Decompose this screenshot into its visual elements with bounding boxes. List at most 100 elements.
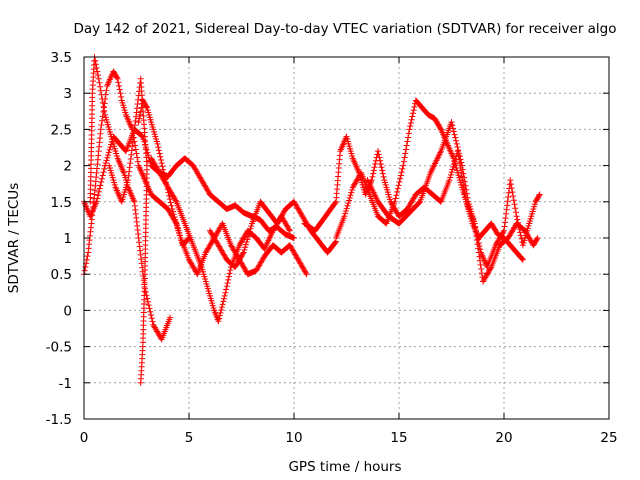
data-point [393, 192, 400, 199]
data-point [399, 165, 406, 172]
data-point [503, 206, 510, 213]
data-point [97, 87, 104, 94]
data-point [97, 182, 104, 189]
data-point [93, 198, 100, 205]
data-point [517, 229, 524, 236]
data-point [394, 188, 401, 195]
data-point [409, 113, 416, 120]
data-point [148, 312, 155, 319]
data-point [478, 266, 485, 273]
data-point [175, 227, 182, 234]
data-point [505, 189, 512, 196]
data-point [455, 147, 462, 154]
data-point [511, 201, 518, 208]
data-point [133, 109, 140, 116]
data-point [167, 314, 174, 321]
data-point [138, 260, 145, 267]
data-point [447, 174, 454, 181]
y-tick-label: 3.5 [51, 50, 72, 66]
data-point [379, 170, 386, 177]
data-point [130, 134, 137, 141]
data-point [463, 186, 470, 193]
data-point [519, 256, 526, 263]
x-tick-label: 15 [390, 430, 407, 446]
data-point [138, 104, 145, 111]
data-point [536, 192, 542, 199]
data-point [536, 191, 543, 198]
data-point [464, 194, 471, 201]
data-point [105, 152, 112, 159]
data-point [84, 253, 91, 260]
y-tick-label: -0.5 [46, 340, 72, 356]
data-point [81, 267, 88, 274]
data-point [504, 202, 511, 209]
data-point [457, 156, 464, 163]
data-point [398, 169, 405, 176]
data-point [171, 213, 178, 220]
data-point [118, 93, 125, 100]
data-point [395, 182, 402, 189]
data-point [104, 154, 111, 161]
data-point [116, 86, 123, 93]
data-point [392, 195, 399, 202]
series-track-10 [364, 119, 543, 270]
data-point [137, 379, 144, 386]
data-point [410, 110, 416, 117]
data-point [117, 90, 124, 97]
data-point [134, 154, 141, 161]
data-point [286, 227, 293, 234]
data-point [101, 165, 108, 172]
data-point [115, 79, 122, 86]
data-point [136, 239, 143, 246]
data-point [173, 221, 180, 228]
data-point [345, 200, 352, 207]
data-point [454, 143, 461, 150]
data-point [96, 185, 103, 192]
data-point [487, 265, 494, 272]
data-point [143, 146, 150, 153]
data-point [459, 166, 466, 173]
data-point [501, 223, 508, 230]
data-point [446, 177, 453, 184]
data-point [145, 302, 152, 309]
data-point [176, 232, 183, 239]
data-point [411, 103, 418, 110]
data-point [137, 111, 143, 118]
data-point [172, 216, 179, 223]
data-point [346, 194, 353, 201]
data-point [510, 197, 517, 204]
data-point [101, 107, 108, 114]
data-point [462, 182, 469, 189]
series-track-3 [87, 54, 174, 343]
data-point [129, 139, 136, 146]
data-point [242, 241, 249, 248]
data-point [463, 190, 470, 197]
data-point [131, 122, 138, 129]
data-point [170, 211, 177, 218]
series-track-7 [207, 198, 339, 270]
data-point [99, 99, 106, 106]
data-point [502, 219, 509, 226]
data-point [168, 202, 175, 209]
data-point [96, 79, 103, 86]
data-point [154, 140, 161, 147]
data-point [169, 206, 176, 213]
data-point [99, 95, 106, 102]
data-point [95, 188, 102, 195]
y-axis-label: SDTVAR / TECUs [6, 183, 22, 293]
data-point [92, 57, 99, 64]
data-point [503, 210, 510, 217]
data-point [453, 140, 460, 147]
data-point [174, 224, 181, 231]
data-point [83, 256, 90, 263]
data-point [461, 178, 468, 185]
data-point [135, 235, 142, 241]
y-tick-label: 2 [63, 159, 72, 175]
data-point [516, 226, 523, 233]
data-point [125, 177, 132, 184]
data-point [128, 147, 135, 154]
data-point [103, 157, 110, 164]
data-point [132, 117, 139, 124]
data-point [378, 164, 385, 171]
data-point [448, 169, 455, 176]
